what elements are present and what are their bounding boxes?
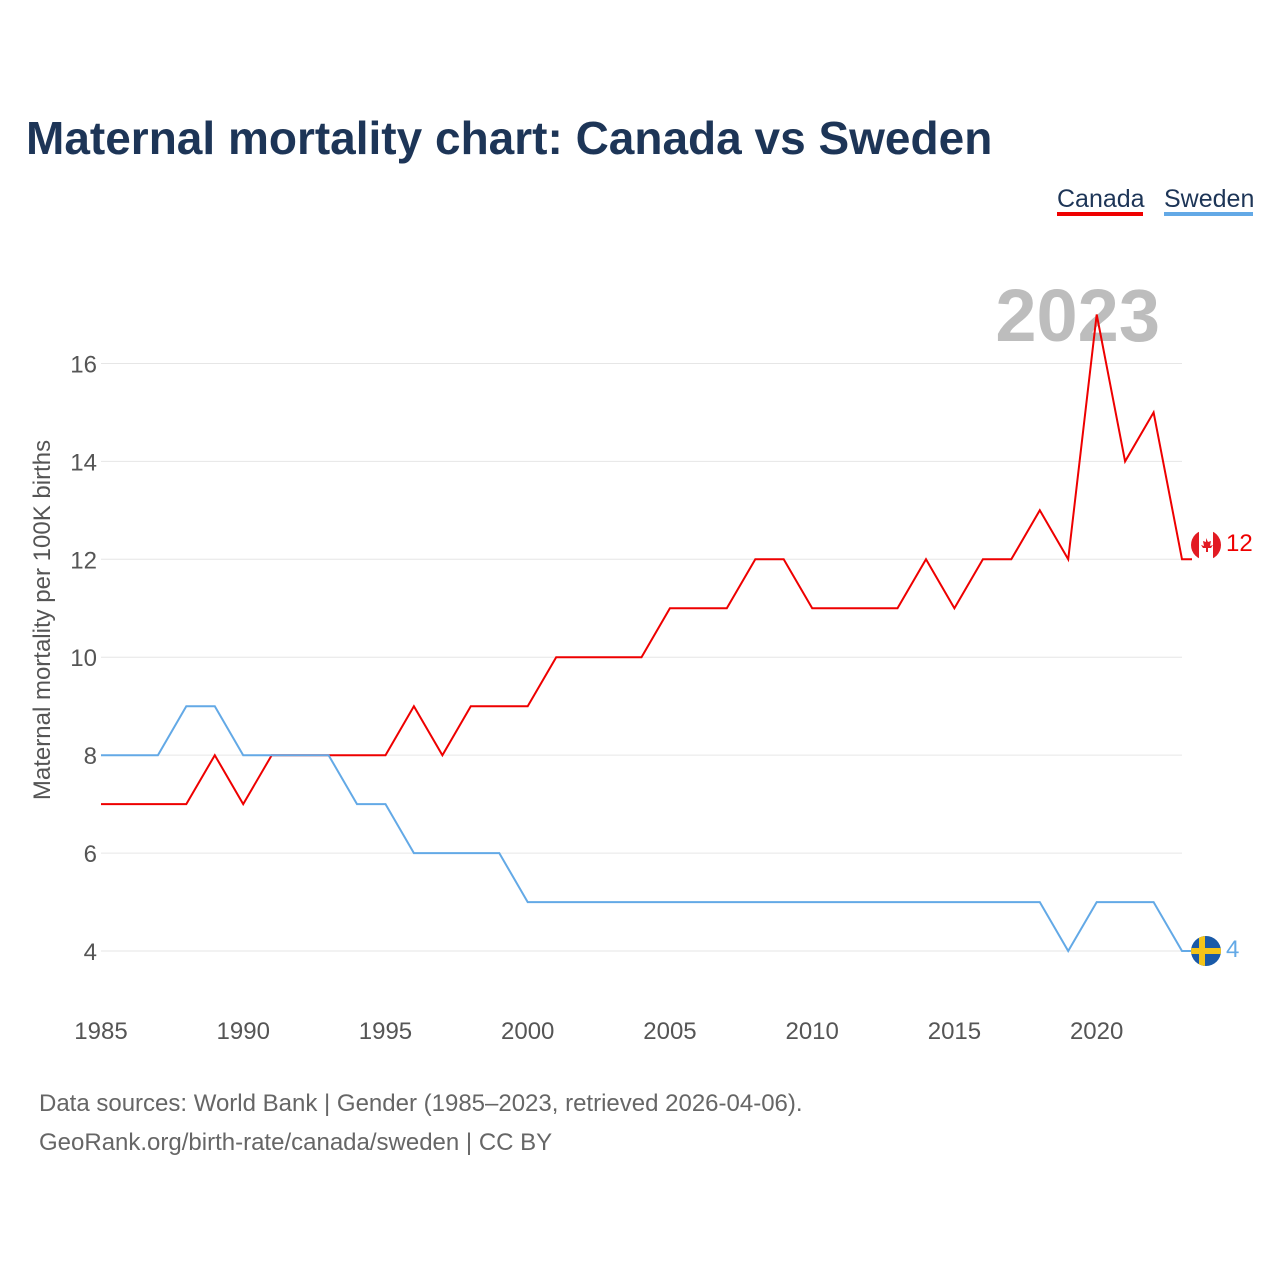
y-axis: 4 6 8 10 12 14 16 <box>70 351 97 966</box>
x-tick-label: 2020 <box>1070 1018 1123 1045</box>
x-tick-label: 2005 <box>643 1018 696 1045</box>
y-tick-label: 14 <box>70 449 97 476</box>
x-tick-label: 1985 <box>74 1018 127 1045</box>
year-watermark: 2023 <box>995 274 1160 357</box>
y-tick-label: 10 <box>70 645 97 672</box>
y-tick-label: 6 <box>84 841 97 868</box>
canada-end-value: 12 <box>1226 530 1253 557</box>
sweden-end-marker: 4 <box>1191 936 1239 966</box>
legend-swatch-canada <box>1057 212 1143 216</box>
x-tick-label: 1995 <box>359 1018 412 1045</box>
canada-end-marker: 12 <box>1191 530 1253 560</box>
y-tick-label: 12 <box>70 547 97 574</box>
x-tick-label: 2010 <box>785 1018 838 1045</box>
chart-title: Maternal mortality chart: Canada vs Swed… <box>26 112 992 164</box>
x-axis: 1985 1990 1995 2000 2005 2010 2015 2020 <box>74 1018 1123 1045</box>
y-axis-label: Maternal mortality per 100K births <box>29 440 56 800</box>
legend-item-sweden[interactable]: Sweden <box>1164 185 1254 213</box>
y-tick-label: 8 <box>84 743 97 770</box>
sweden-flag-icon <box>1191 936 1221 966</box>
x-tick-label: 2015 <box>928 1018 981 1045</box>
legend-item-canada[interactable]: Canada <box>1057 185 1145 213</box>
legend: Canada Sweden <box>1057 185 1254 216</box>
y-tick-label: 16 <box>70 351 97 378</box>
source-line-1: Data sources: World Bank | Gender (1985–… <box>39 1090 803 1117</box>
canada-flag-icon <box>1191 530 1221 560</box>
legend-swatch-sweden <box>1164 212 1253 216</box>
series-layer <box>101 314 1192 953</box>
series-line-sweden[interactable] <box>101 705 1192 953</box>
y-tick-label: 4 <box>84 939 97 966</box>
x-tick-label: 1990 <box>217 1018 270 1045</box>
x-tick-label: 2000 <box>501 1018 554 1045</box>
source-line-2[interactable]: GeoRank.org/birth-rate/canada/sweden | C… <box>39 1129 552 1156</box>
sweden-end-value: 4 <box>1226 936 1239 963</box>
